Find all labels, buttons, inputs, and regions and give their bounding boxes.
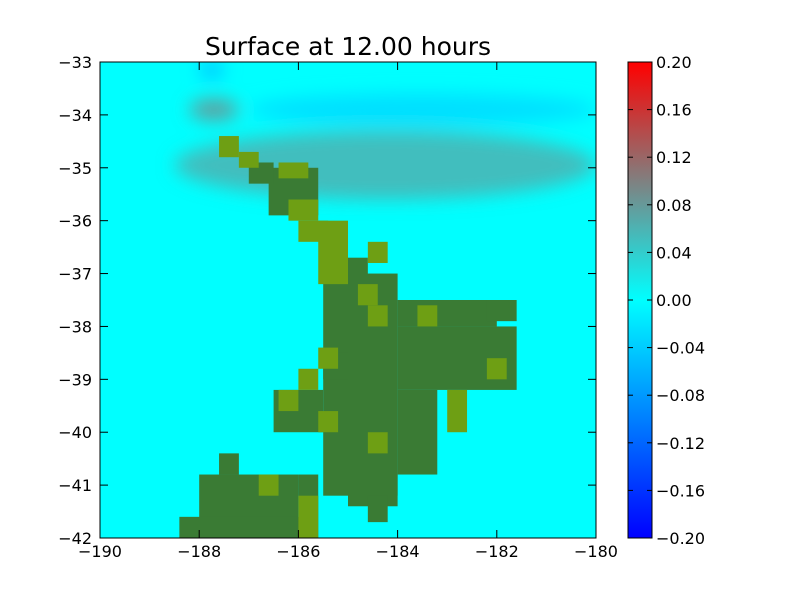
land-cell-9 [367,495,388,523]
surface-band-0 [248,93,596,126]
y-tick-label: −38 [58,317,92,336]
colorbar-tick-label: 0.20 [656,53,692,72]
y-tick-label: −33 [58,53,92,72]
colorbar-tick-label: 0.08 [656,196,692,215]
colorbar-tick-label: 0.16 [656,101,692,120]
y-tick-label: −35 [58,159,92,178]
x-tick-label: −184 [376,542,420,561]
coast-cell-12 [447,389,468,433]
y-tick-label: −40 [58,423,92,442]
y-tick-label: −39 [58,370,92,389]
coast-cell-2 [367,241,388,263]
land-cell-12 [219,453,239,475]
land-cells [179,136,517,538]
plot-frame [99,61,597,539]
coast-cell-18 [288,199,319,221]
coast-cell-5 [417,305,438,327]
x-tick-label: −190 [78,542,122,561]
colorbar-tick-label: 0.04 [656,243,692,262]
y-tick-label: −42 [58,529,92,548]
x-tick-label: −180 [574,542,618,561]
colorbar-tick-label: −0.04 [656,339,705,358]
coast-cell-11 [367,432,388,454]
y-axis: −33 −34 −35 −36 −37 −38 −39 −40 −41 −42 [58,53,596,548]
x-axis: −190 −188 −186 −184 −182 −180 [78,62,618,561]
colorbar-tick-label: −0.20 [656,529,705,548]
coast-cell-17 [278,162,309,179]
x-tick-label: −188 [177,542,221,561]
coast-cell-13 [258,474,279,496]
plot-area [100,62,596,538]
colorbar-tick-label: −0.12 [656,434,705,453]
chart-title: Surface at 12.00 hours [205,32,491,61]
y-tick-label: −37 [58,265,92,284]
coast-cell-4 [367,305,388,327]
colorbar-tick-label: −0.08 [656,386,705,405]
coast-cell-16 [238,151,259,168]
land-cell-4 [486,300,517,322]
y-tick-label: −41 [58,476,92,495]
colorbar-ticks: 0.20 0.16 0.12 0.08 0.04 0.00 −0.04 −0.08 −0.12 −… [628,53,705,548]
y-tick-label: −34 [58,106,92,125]
coast-cell-8 [298,368,319,390]
coast-cell-3 [357,284,378,306]
coast-cell-14 [298,495,319,538]
coast-cell-1 [298,220,329,242]
colorbar: 0.20 0.16 0.12 0.08 0.04 0.00 −0.04 −0.08 −0.12 −… [627,53,705,548]
x-tick-label: −182 [475,542,519,561]
surface-band-2 [189,99,239,121]
colorbar-tick-label: −0.16 [656,481,705,500]
land-cell-1 [397,300,497,327]
coast-cell-10 [318,411,339,433]
coast-cell-6 [486,358,507,380]
surface-band-3 [199,62,225,78]
land-cell-11 [179,516,319,538]
coast-cell-7 [318,347,339,369]
colorbar-tick-label: 0.12 [656,148,692,167]
coast-cell-15 [219,136,239,158]
colorbar-tick-label: 0.00 [656,291,692,310]
land-cell-3 [397,389,438,475]
x-tick-label: −186 [276,542,320,561]
coast-cell-9 [278,389,299,412]
y-tick-label: −36 [58,212,92,231]
